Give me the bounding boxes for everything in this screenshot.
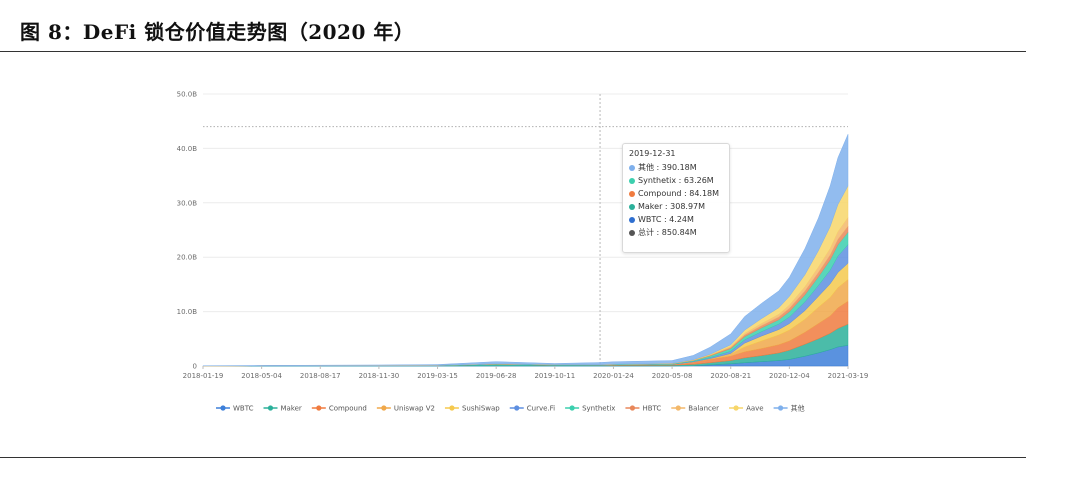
tooltip-dot	[629, 190, 635, 197]
tooltip-label: Synthetix : 63.26M	[638, 176, 714, 185]
legend-item[interactable]: Curve.Fi	[509, 405, 555, 413]
tooltip-label: WBTC : 4.24M	[638, 215, 694, 224]
legend-layer: WBTC Maker Compound Uniswap V2 SushiSwap Curv…	[216, 404, 805, 413]
x-tick-label: 2018-05-04	[241, 372, 282, 380]
legend-label: Balancer	[688, 405, 719, 413]
legend-label: SushiSwap	[462, 405, 500, 413]
y-tick-label: 0	[193, 363, 197, 371]
tooltip-row: Maker : 308.97M	[629, 200, 723, 213]
legend-swatch-dot	[316, 405, 322, 411]
legend-item[interactable]: Aave	[729, 405, 764, 413]
legend-label: Uniswap V2	[394, 405, 435, 413]
legend-swatch-dot	[629, 405, 636, 411]
y-tick-label: 10.0B	[177, 308, 198, 316]
y-tick-label: 40.0B	[177, 145, 198, 153]
y-tick-label: 50.0B	[177, 91, 198, 99]
tooltip-label: Maker : 308.97M	[638, 202, 706, 211]
tooltip-dot	[629, 216, 635, 223]
figure-title: 图 8：DeFi 锁仓价值走势图（2020 年）	[20, 20, 415, 44]
x-tick-label: 2020-05-08	[652, 372, 693, 380]
x-tick-label: 2018-11-30	[359, 372, 400, 380]
tooltip-dot	[629, 177, 635, 184]
legend-swatch-dot	[514, 405, 520, 411]
area-layer	[202, 134, 849, 367]
tooltip-row: 其他 : 390.18M	[629, 161, 723, 174]
tooltip-date: 2019-12-31	[629, 149, 676, 158]
legend-swatch-dot	[777, 405, 784, 411]
legend-label: HBTC	[642, 405, 661, 413]
tooltip-label: 总计 : 850.84M	[638, 228, 697, 237]
tooltip-dot	[629, 164, 635, 171]
x-tick-label: 2018-01-19	[183, 372, 224, 380]
tooltip-dot	[629, 203, 635, 210]
legend-item[interactable]: SushiSwap	[444, 405, 500, 413]
legend-label: Compound	[329, 405, 367, 413]
legend-item[interactable]: Synthetix	[565, 405, 615, 413]
legend-label: Curve.Fi	[527, 405, 555, 413]
tooltip-row: 总计 : 850.84M	[629, 226, 723, 239]
legend-label: WBTC	[233, 405, 254, 413]
legend-swatch-dot	[569, 405, 575, 411]
legend-item[interactable]: HBTC	[625, 405, 661, 413]
legend-swatch-dot	[381, 405, 387, 411]
y-tick-label: 30.0B	[177, 199, 198, 207]
legend-label: Maker	[280, 405, 301, 413]
legend-item[interactable]: Maker	[263, 405, 302, 413]
legend-swatch-dot	[220, 405, 226, 411]
x-tick-label: 2021-03-19	[828, 372, 869, 380]
x-tick-label: 2019-03-15	[417, 372, 458, 380]
chart-tooltip: 2019-12-31 其他 : 390.18M Synthetix : 63.2…	[622, 143, 730, 253]
top-rule	[0, 51, 1026, 52]
legend-item[interactable]: Balancer	[671, 405, 719, 413]
legend-label: 其他	[791, 404, 805, 413]
area--	[202, 134, 849, 367]
legend-swatch-dot	[267, 405, 274, 411]
tooltip-label: 其他 : 390.18M	[638, 163, 697, 172]
bottom-rule	[0, 457, 1026, 458]
legend-label: Synthetix	[582, 405, 615, 413]
x-tick-label: 2019-10-11	[534, 372, 575, 380]
legend-item[interactable]: WBTC	[216, 405, 254, 413]
legend-label: Aave	[746, 405, 764, 413]
tooltip-label: Compound : 84.18M	[638, 189, 720, 198]
x-tick-label: 2020-01-24	[593, 372, 634, 380]
tooltip-dot	[629, 229, 635, 236]
legend-item[interactable]: Compound	[311, 405, 367, 413]
legend-item[interactable]: 其他	[773, 404, 805, 413]
legend-swatch-dot	[449, 405, 455, 411]
tooltip-row: Synthetix : 63.26M	[629, 174, 723, 187]
x-tick-label: 2020-12-04	[769, 372, 810, 380]
legend-swatch-dot	[675, 405, 681, 411]
axis-layer: 0 10.0B 20.0B 30.0B 40.0B 50.0B 2018-01-19 2018…	[177, 91, 869, 381]
x-tick-label: 2018-08-17	[300, 372, 341, 380]
tooltip-row: WBTC : 4.24M	[629, 213, 723, 226]
legend-swatch-dot	[733, 405, 739, 411]
tooltip-row: Compound : 84.18M	[629, 187, 723, 200]
legend-item[interactable]: Uniswap V2	[376, 405, 435, 413]
x-tick-label: 2019-06-28	[476, 372, 517, 380]
x-tick-label: 2020-08-21	[710, 372, 751, 380]
y-tick-label: 20.0B	[177, 254, 198, 262]
